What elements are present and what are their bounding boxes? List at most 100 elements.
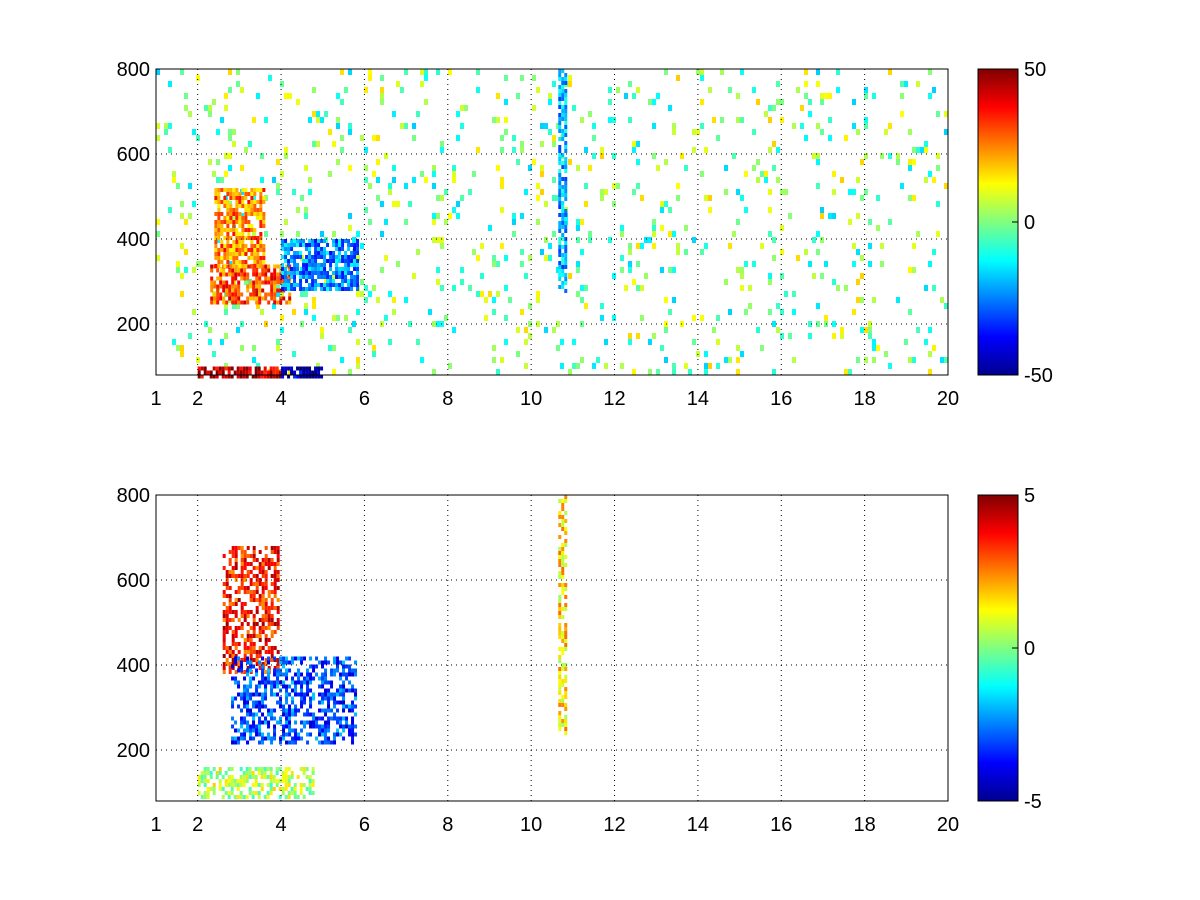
heatmap-cell [436, 321, 440, 327]
y-tick-label: 200 [117, 314, 150, 336]
heatmap-cell [452, 171, 456, 177]
heatmap-cell [788, 213, 792, 219]
heatmap-cell [311, 279, 315, 283]
heatmap-cell [261, 602, 265, 606]
heatmap-cell [345, 664, 349, 669]
heatmap-cell [237, 656, 241, 661]
heatmap-cell [868, 327, 872, 333]
heatmap-cell [208, 159, 212, 165]
heatmap-cell [308, 259, 312, 263]
heatmap-cell [240, 736, 244, 741]
heatmap-cell [351, 732, 355, 737]
heatmap-cell [229, 216, 233, 220]
heatmap-cell [604, 339, 608, 345]
heatmap-cell [824, 261, 828, 267]
heatmap-cell [303, 700, 307, 705]
heatmap-cell [252, 284, 256, 289]
heatmap-cell [293, 251, 297, 255]
heatmap-cell [203, 779, 207, 783]
heatmap-cell [592, 153, 596, 159]
heatmap-cell [243, 732, 247, 737]
heatmap-cell [264, 688, 268, 693]
heatmap-cell [528, 165, 532, 171]
heatmap-cell [256, 260, 260, 264]
heatmap-cell [291, 656, 295, 661]
heatmap-cell [558, 535, 562, 539]
heatmap-cell [252, 117, 256, 123]
heatmap-cell [924, 339, 928, 345]
heatmap-cell [264, 546, 268, 550]
heatmap-cell [242, 795, 246, 799]
heatmap-cell [561, 105, 565, 109]
heatmap-cell [249, 708, 253, 713]
heatmap-cell [247, 192, 251, 196]
heatmap-cell [282, 728, 286, 733]
heatmap-cell [944, 183, 948, 189]
heatmap-cell [233, 779, 237, 783]
x-tick-label: 10 [520, 388, 542, 410]
heatmap-cell [788, 333, 792, 339]
heatmap-cell [280, 291, 284, 297]
heatmap-cell [232, 188, 236, 192]
heatmap-cell [561, 695, 565, 699]
heatmap-cell [302, 771, 306, 775]
heatmap-cell [240, 562, 244, 566]
heatmap-cell [336, 664, 340, 669]
heatmap-cell [321, 728, 325, 733]
heatmap-cell [564, 687, 568, 691]
heatmap-cell [341, 267, 345, 271]
heatmap-cell [285, 700, 289, 705]
heatmap-cell [276, 672, 280, 677]
heatmap-cell [924, 141, 928, 147]
heatmap-cell [300, 684, 304, 689]
heatmap-cell [748, 285, 752, 291]
heatmap-cell [246, 638, 250, 642]
heatmap-cell [404, 183, 408, 189]
heatmap-cell [311, 370, 315, 375]
heatmap-cell [210, 276, 214, 281]
heatmap-cell [339, 732, 343, 737]
heatmap-cell [248, 366, 252, 371]
heatmap-cell [558, 615, 562, 619]
heatmap-cell [246, 688, 250, 693]
heatmap-cell [252, 268, 256, 273]
heatmap-cell [314, 251, 318, 255]
x-tick-label: 18 [854, 814, 876, 836]
heatmap-cell [492, 255, 496, 261]
heatmap-cell [273, 566, 277, 570]
heatmap-cell [281, 255, 285, 259]
heatmap-cell [636, 285, 640, 291]
heatmap-cell [342, 684, 346, 689]
heatmap-cell [228, 586, 232, 590]
heatmap-cell [339, 692, 343, 697]
heatmap-cell [244, 192, 248, 196]
heatmap-cell [314, 267, 318, 271]
heatmap-cell [608, 87, 612, 93]
bottom-x-tick-labels: 1 2 4 6 8 10 12 14 16 18 20 [150, 814, 959, 836]
heatmap-cell [297, 692, 301, 697]
heatmap-cell [225, 582, 229, 586]
heatmap-cell [350, 271, 354, 275]
heatmap-cell [246, 562, 250, 566]
heatmap-cell [216, 300, 220, 305]
heatmap-cell [345, 676, 349, 681]
heatmap-cell [235, 208, 239, 212]
heatmap-cell [561, 571, 565, 575]
heatmap-cell [261, 606, 265, 610]
heatmap-cell [318, 728, 322, 733]
heatmap-cell [676, 75, 680, 81]
heatmap-cell [285, 692, 289, 697]
heatmap-cell [241, 236, 245, 240]
heatmap-cell [321, 672, 325, 677]
x-tick-label: 18 [854, 388, 876, 410]
heatmap-cell [243, 684, 247, 689]
heatmap-cell [628, 261, 632, 267]
heatmap-cell [856, 297, 860, 303]
heatmap-cell [287, 251, 291, 255]
heatmap-cell [320, 374, 324, 379]
heatmap-cell [261, 704, 265, 709]
heatmap-cell [568, 273, 572, 279]
heatmap-cell [246, 724, 250, 729]
heatmap-cell [252, 582, 256, 586]
heatmap-cell [302, 795, 306, 799]
